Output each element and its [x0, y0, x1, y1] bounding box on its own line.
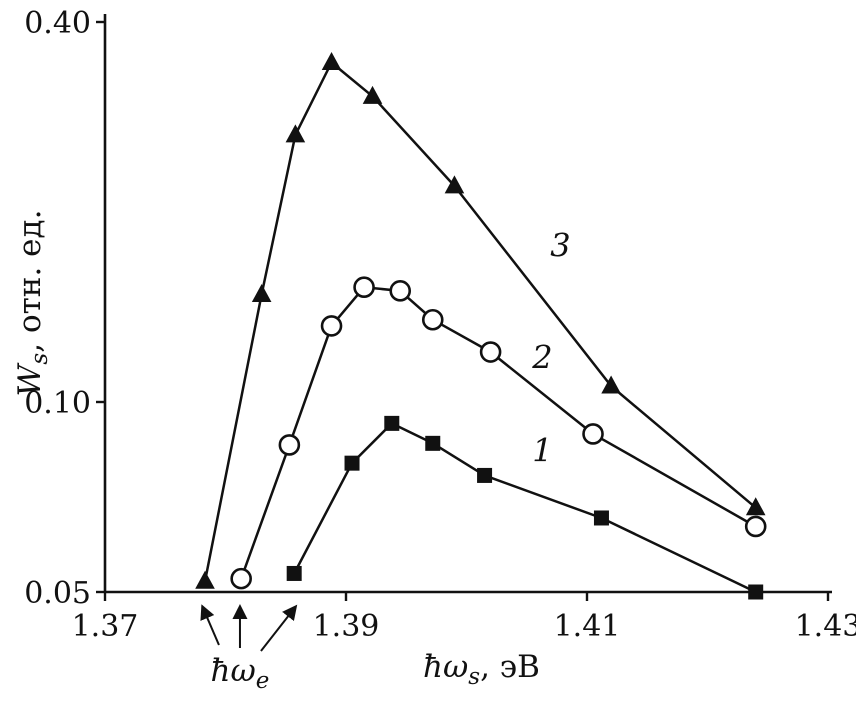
data-point-triangle	[745, 497, 766, 516]
excitation-arrow	[260, 604, 298, 652]
data-point-circle	[582, 423, 604, 445]
data-point-circle	[389, 280, 412, 302]
data-point-circle	[278, 434, 301, 456]
y-tick-label: 0.10	[24, 386, 91, 421]
y-axis-label-group: Ws, отн. ед.	[12, 210, 53, 397]
data-point-circle	[320, 315, 343, 337]
data-point-circle	[230, 567, 252, 590]
data-point-circle	[744, 515, 767, 538]
data-point-triangle	[601, 375, 621, 394]
data-point-square	[384, 415, 400, 431]
curve-label-3: 3	[550, 227, 570, 265]
data-point-square	[344, 455, 360, 471]
x-tick-label: 1.39	[313, 609, 380, 644]
data-point-square	[477, 467, 493, 483]
data-point-triangle	[444, 175, 465, 194]
data-point-circle	[479, 341, 502, 363]
y-tick-label: 0.40	[24, 6, 91, 41]
data-point-circle	[353, 276, 375, 299]
excitation-label: ħωe	[211, 653, 270, 694]
data-point-triangle	[362, 85, 383, 104]
x-axis-label: ħωs, эВ	[423, 649, 540, 690]
curve-label-1: 1	[532, 431, 552, 469]
x-tick-label: 1.37	[72, 609, 139, 644]
curve-label-2: 2	[531, 338, 552, 376]
data-point-square	[748, 584, 764, 600]
series-line-2	[240, 285, 757, 580]
y-axis-label: Ws, отн. ед.	[12, 210, 53, 397]
data-point-circle	[421, 308, 444, 331]
data-point-square	[593, 510, 609, 526]
data-point-triangle	[285, 124, 306, 143]
data-point-triangle	[321, 52, 342, 71]
x-tick-label: 1.43	[795, 609, 856, 644]
x-tick-label: 1.41	[554, 609, 621, 644]
data-point-triangle	[195, 570, 215, 589]
excitation-arrow	[200, 604, 220, 646]
y-tick-label: 0.05	[24, 576, 91, 611]
series-line-3	[203, 61, 757, 582]
data-point-triangle	[251, 284, 272, 303]
data-point-square	[425, 435, 441, 451]
data-point-square	[286, 565, 302, 581]
